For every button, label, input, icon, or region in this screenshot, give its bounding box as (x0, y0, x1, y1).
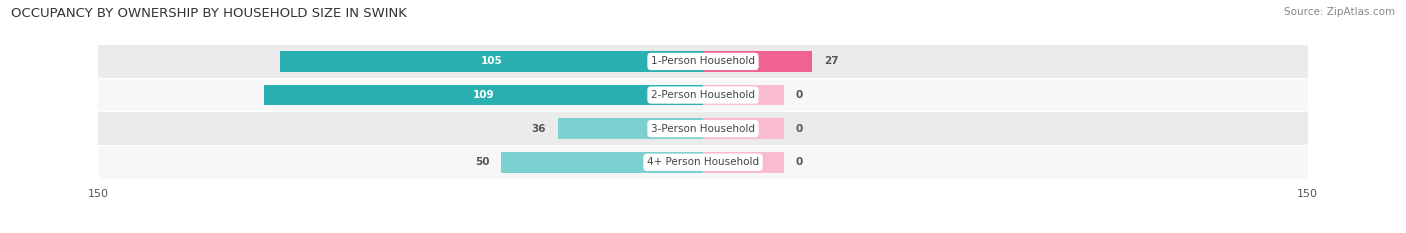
Text: 50: 50 (475, 157, 489, 167)
Text: 109: 109 (472, 90, 494, 100)
Text: 36: 36 (531, 124, 546, 134)
Text: 0: 0 (796, 90, 803, 100)
Text: 0: 0 (796, 124, 803, 134)
Text: 105: 105 (481, 56, 502, 66)
Text: 2-Person Household: 2-Person Household (651, 90, 755, 100)
Text: 1-Person Household: 1-Person Household (651, 56, 755, 66)
Text: 3-Person Household: 3-Person Household (651, 124, 755, 134)
Bar (264, 85, 703, 106)
Text: Source: ZipAtlas.com: Source: ZipAtlas.com (1284, 7, 1395, 17)
Bar (98, 45, 1308, 78)
Bar (98, 146, 1308, 178)
Bar (703, 152, 783, 173)
Text: 4+ Person Household: 4+ Person Household (647, 157, 759, 167)
Bar (703, 85, 783, 106)
Text: OCCUPANCY BY OWNERSHIP BY HOUSEHOLD SIZE IN SWINK: OCCUPANCY BY OWNERSHIP BY HOUSEHOLD SIZE… (11, 7, 408, 20)
Bar (502, 152, 703, 173)
Bar (98, 112, 1308, 145)
Text: 0: 0 (796, 157, 803, 167)
Bar (280, 51, 703, 72)
Bar (98, 79, 1308, 111)
Bar (703, 51, 811, 72)
Text: 27: 27 (824, 56, 838, 66)
Bar (558, 118, 703, 139)
Bar (703, 118, 783, 139)
